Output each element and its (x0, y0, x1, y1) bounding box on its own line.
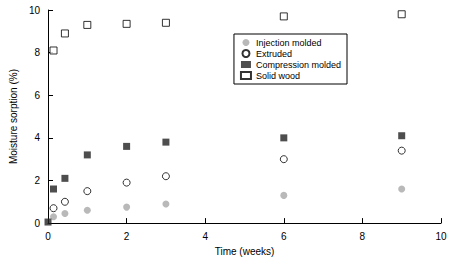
svg-text:0: 0 (45, 231, 51, 242)
svg-text:6: 6 (281, 231, 287, 242)
svg-text:8: 8 (360, 231, 366, 242)
svg-text:Compression molded: Compression molded (256, 60, 341, 70)
svg-text:4: 4 (202, 231, 208, 242)
svg-text:Moisture sorption (%): Moisture sorption (%) (8, 69, 19, 164)
svg-text:10: 10 (435, 231, 447, 242)
svg-text:Injection molded: Injection molded (256, 38, 322, 48)
svg-text:4: 4 (34, 132, 40, 143)
svg-text:2: 2 (34, 175, 40, 186)
svg-text:Solid wood: Solid wood (256, 71, 300, 81)
svg-text:8: 8 (34, 47, 40, 58)
svg-text:Time (weeks): Time (weeks) (215, 246, 275, 257)
svg-text:6: 6 (34, 90, 40, 101)
svg-text:Extruded: Extruded (256, 49, 292, 59)
svg-text:2: 2 (124, 231, 130, 242)
svg-text:10: 10 (29, 5, 41, 16)
svg-text:0: 0 (34, 218, 40, 229)
